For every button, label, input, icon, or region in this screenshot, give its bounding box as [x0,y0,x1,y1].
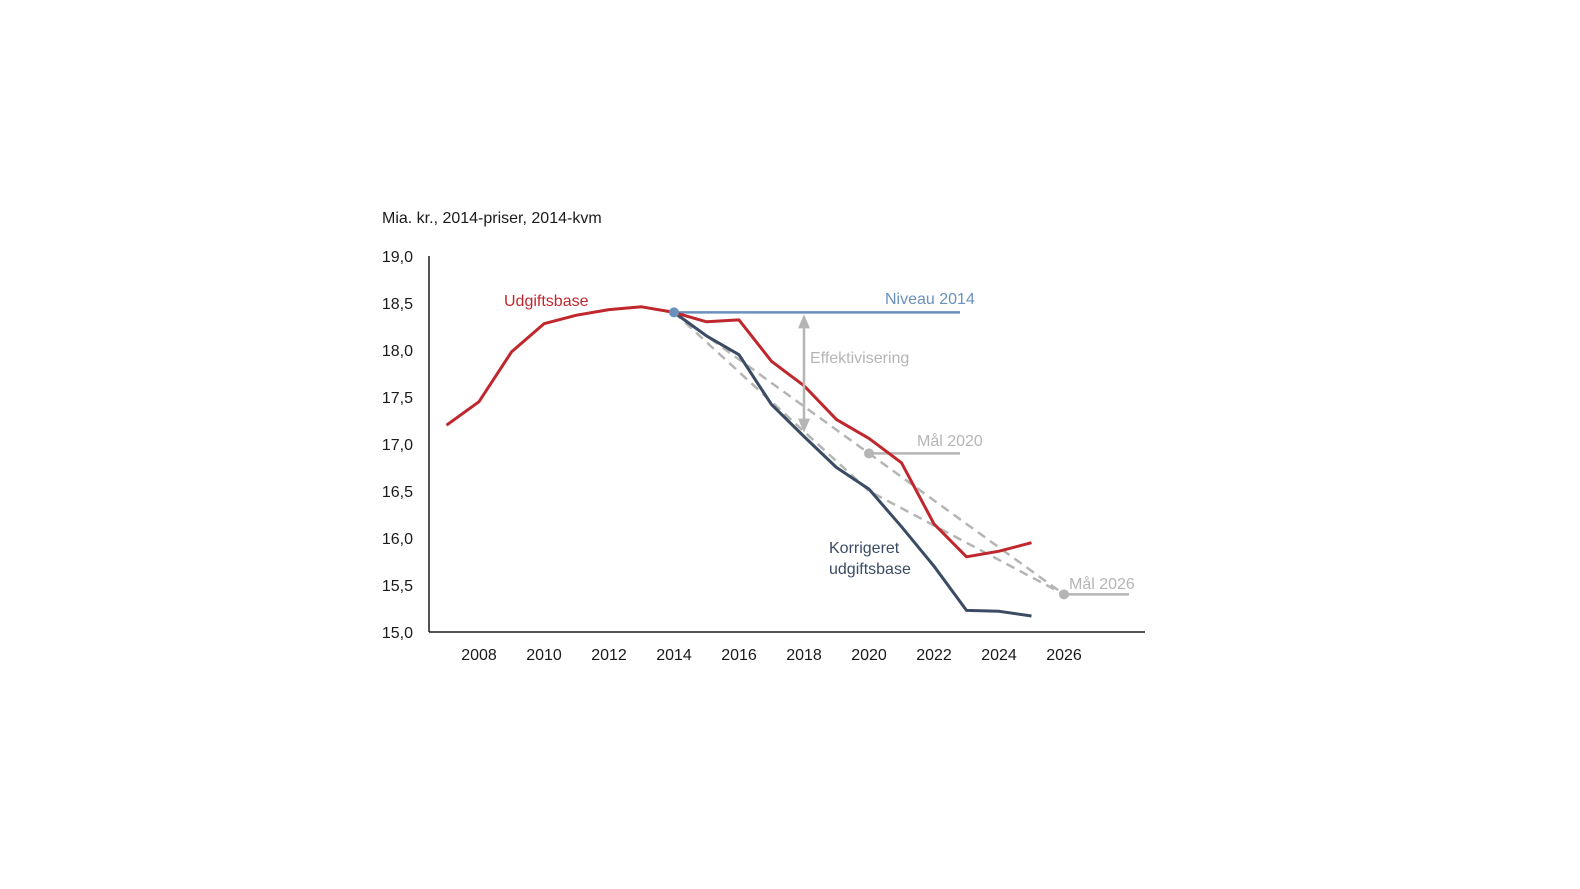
x-tick-label: 2022 [916,647,952,664]
series-label-niveau-2014: Niveau 2014 [885,291,975,308]
y-tick-label: 18,5 [382,296,413,313]
y-tick-label: 18,0 [382,343,413,360]
y-tick-label: 16,0 [382,531,413,548]
x-tick-label: 2020 [851,647,887,664]
marker-dot [1059,589,1069,600]
series-label-korrigeret-line1: Korrigeret [829,540,900,557]
dashed-target-path [673,311,1065,596]
marker-dot [864,448,874,459]
effektivisering-arrow-head-up [798,314,810,329]
series-line-udgiftsbase [445,305,1032,559]
effektivisering-arrow-head-down [798,418,810,433]
unit-label: Mia. kr., 2014-priser, 2014-kvm [382,210,602,227]
marker-dot [669,307,679,318]
y-tick-label: 15,0 [382,625,413,642]
x-tick-label: 2018 [786,647,822,664]
y-tick-label: 17,5 [382,390,413,407]
series-label-korrigeret-line2: udgiftsbase [829,561,911,578]
y-tick-label: 19,0 [382,249,413,266]
y-tick-label: 17,0 [382,437,413,454]
y-tick-label: 15,5 [382,578,413,595]
x-tick-label: 2014 [656,647,692,664]
annotation-effektivisering: Effektivisering [810,350,909,367]
x-tick-label: 2008 [461,647,497,664]
x-tick-label: 2026 [1046,647,1082,664]
ticks: 15,0 15,5 16,0 16,5 17,0 17,5 18,0 18,5 19,0 2008… [382,249,1082,664]
lines [445,305,1129,618]
y-tick-label: 16,5 [382,484,413,501]
series-line-korrigeret-udgiftsbase [673,311,1032,618]
x-tick-label: 2016 [721,647,757,664]
series-labels: Udgiftsbase Niveau 2014 Effektivisering Mål… [504,291,1135,593]
x-tick-label: 2012 [591,647,627,664]
axes [428,256,1145,633]
series-label-mal-2026: Mål 2026 [1069,575,1135,593]
x-tick-label: 2010 [526,647,562,664]
series-label-mal-2020: Mål 2020 [917,432,983,450]
series-label-udgiftsbase: Udgiftsbase [504,293,589,310]
x-tick-label: 2024 [981,647,1017,664]
